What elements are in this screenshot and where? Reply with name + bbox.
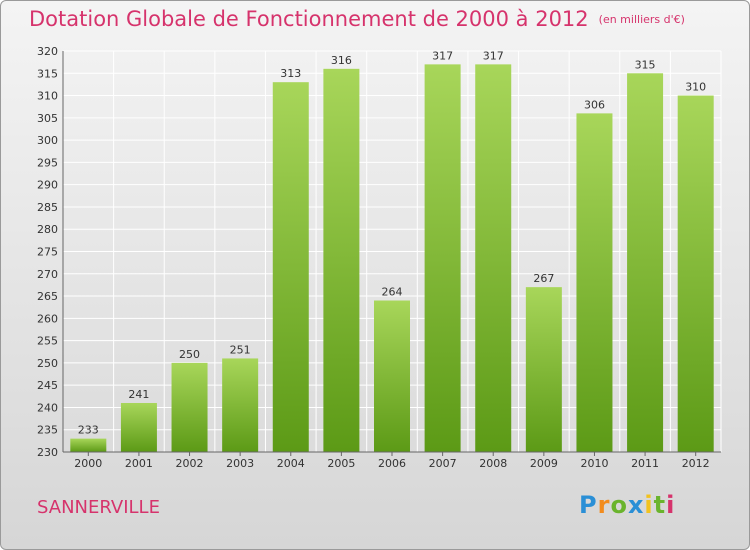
x-tick-label: 2000: [74, 457, 102, 470]
axis-layer: 230 235 240 245 250 255 260 265 270 275 280 285 290 2…: [37, 45, 721, 470]
y-tick-label: 255: [37, 335, 58, 348]
y-tick-label: 250: [37, 357, 58, 370]
bar-2002: [171, 362, 208, 452]
x-tick-label: 2007: [429, 457, 457, 470]
y-tick-label: 260: [37, 312, 58, 325]
chart-title-text: Dotation Globale de Fonctionnement de 20…: [29, 7, 589, 31]
x-tick-label: 2001: [125, 457, 153, 470]
y-tick-label: 310: [37, 90, 58, 103]
value-label: 306: [584, 98, 605, 111]
value-label: 316: [331, 54, 352, 67]
chart-title: Dotation Globale de Fonctionnement de 20…: [29, 7, 685, 31]
y-tick-label: 290: [37, 179, 58, 192]
y-tick-label: 275: [37, 246, 58, 259]
value-label: 313: [280, 67, 301, 80]
chart-unit: (en milliers d'€): [598, 13, 685, 26]
value-label: 241: [128, 388, 149, 401]
bar-2003: [222, 358, 259, 452]
value-label: 233: [78, 424, 99, 437]
bar-2012: [677, 95, 714, 453]
x-tick-label: 2010: [580, 457, 608, 470]
bar-2005: [323, 68, 360, 453]
y-tick-label: 270: [37, 268, 58, 281]
y-tick-label: 245: [37, 379, 58, 392]
y-tick-label: 240: [37, 401, 58, 414]
value-label: 264: [382, 286, 403, 299]
value-label: 315: [635, 58, 656, 71]
bar-2011: [627, 73, 664, 453]
y-tick-label: 295: [37, 156, 58, 169]
y-tick-label: 265: [37, 290, 58, 303]
value-label: 317: [432, 49, 453, 62]
bar-2006: [374, 300, 410, 452]
x-tick-label: 2008: [479, 457, 507, 470]
bar-layer: 233 241 250 251 313 316 264 317 317 267 306 315 310: [70, 49, 714, 453]
bar-2010: [576, 113, 613, 452]
bar-2007: [424, 64, 461, 452]
x-tick-label: 2003: [226, 457, 254, 470]
value-label: 310: [685, 81, 706, 94]
bar-2001: [120, 402, 157, 452]
y-tick-label: 320: [37, 45, 58, 58]
y-tick-label: 300: [37, 134, 58, 147]
x-tick-label: 2011: [631, 457, 659, 470]
x-tick-label: 2012: [682, 457, 710, 470]
value-label: 317: [483, 49, 504, 62]
y-tick-label: 315: [37, 67, 58, 80]
proxiti-logo[interactable]: Proxiti: [579, 491, 676, 519]
y-tick-label: 285: [37, 201, 58, 214]
x-tick-label: 2004: [277, 457, 305, 470]
y-tick-label: 235: [37, 424, 58, 437]
commune-name: SANNERVILLE: [37, 497, 160, 518]
bar-2000: [70, 438, 107, 452]
x-tick-label: 2009: [530, 457, 558, 470]
x-tick-label: 2006: [378, 457, 406, 470]
x-tick-label: 2002: [176, 457, 204, 470]
value-label: 251: [230, 343, 251, 356]
bar-2004: [272, 82, 309, 452]
value-label: 267: [533, 272, 554, 285]
x-tick-label: 2005: [327, 457, 355, 470]
bar-2009: [525, 287, 562, 452]
y-tick-label: 280: [37, 223, 58, 236]
y-tick-label: 305: [37, 112, 58, 125]
value-label: 250: [179, 348, 200, 361]
bar-2008: [475, 64, 512, 452]
y-tick-label: 230: [37, 446, 58, 459]
